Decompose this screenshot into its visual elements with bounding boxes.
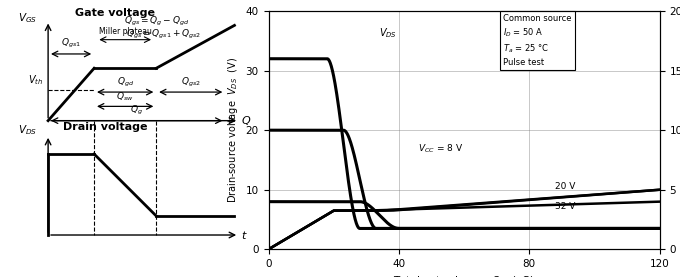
Text: $V_{DS}$: $V_{DS}$ [18,124,37,137]
Y-axis label: Drain-source voltage  $V_{DS}$  (V): Drain-source voltage $V_{DS}$ (V) [226,57,240,203]
Text: Common source
$I_D$ = 50 A
$T_a$ = 25 °C
Pulse test: Common source $I_D$ = 50 A $T_a$ = 25 °C… [503,14,572,67]
Text: $Q$: $Q$ [241,114,252,127]
Text: $Q_{gs1}$: $Q_{gs1}$ [61,37,81,50]
Text: $Q_{gs}=Q_{gs1}+Q_{gs2}$: $Q_{gs}=Q_{gs1}+Q_{gs2}$ [126,28,201,41]
Text: 32 V: 32 V [556,202,576,211]
Text: Drain voltage: Drain voltage [63,122,148,132]
Text: $V_{DS}$: $V_{DS}$ [379,26,397,40]
Text: $Q_g$: $Q_g$ [131,104,143,117]
Text: $V_{GS}$: $V_{GS}$ [18,12,37,25]
Text: $Q_{gs}=Q_g-Q_{gd}$: $Q_{gs}=Q_g-Q_{gd}$ [124,15,189,28]
Text: Miller plateau: Miller plateau [99,27,152,36]
Text: Gate voltage: Gate voltage [75,8,155,18]
Text: $V_{CC}$ = 8 V: $V_{CC}$ = 8 V [418,142,464,155]
Text: $Q_{sw}$: $Q_{sw}$ [116,90,134,103]
Text: $Q_{gs2}$: $Q_{gs2}$ [181,75,201,88]
Text: $V_{th}$: $V_{th}$ [29,73,44,87]
Text: $Q_{gd}$: $Q_{gd}$ [116,75,134,88]
X-axis label: Total gate charge  $Q_g$  (nC): Total gate charge $Q_g$ (nC) [394,275,534,277]
Text: 20 V: 20 V [556,181,576,191]
Text: $t$: $t$ [241,229,248,241]
